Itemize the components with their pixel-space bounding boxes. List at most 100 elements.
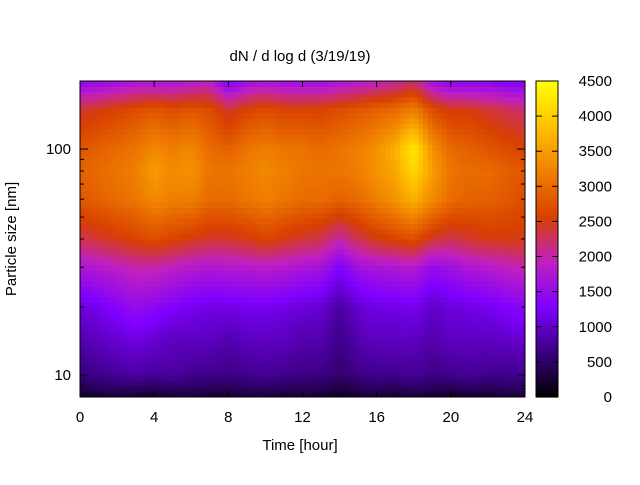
heatmap-cell (98, 233, 104, 240)
heatmap-cell (126, 302, 132, 309)
heatmap-cell (325, 270, 331, 277)
heatmap-cell (395, 386, 401, 393)
heatmap-cell (186, 186, 192, 193)
heatmap-cell (302, 160, 308, 166)
heatmap-cell (423, 354, 429, 361)
heatmap-cell (302, 375, 308, 382)
heatmap-cell (172, 302, 178, 309)
heatmap-cell (446, 286, 452, 293)
heatmap-cell (344, 191, 350, 198)
heatmap-cell (390, 154, 396, 161)
heatmap-cell (455, 391, 461, 397)
heatmap-cell (191, 186, 197, 193)
heatmap-cell (89, 344, 95, 351)
heatmap-cell (413, 333, 419, 340)
heatmap-cell (436, 312, 443, 319)
heatmap-cell (251, 217, 257, 224)
heatmap-cell (219, 202, 225, 208)
heatmap-cell (149, 133, 155, 140)
heatmap-cell (89, 312, 95, 319)
heatmap-cell (436, 365, 443, 372)
heatmap-cell (256, 207, 262, 214)
heatmap-cell (307, 228, 313, 235)
heatmap-cell (242, 312, 248, 319)
heatmap-cell (487, 181, 494, 187)
heatmap-cell (432, 296, 438, 303)
heatmap-cell (200, 138, 206, 145)
heatmap-cell (89, 391, 95, 397)
heatmap-cell (339, 207, 345, 214)
heatmap-cell (376, 123, 382, 129)
heatmap-cell (455, 144, 461, 151)
heatmap-cell (121, 323, 127, 330)
heatmap-cell (98, 307, 104, 314)
heatmap-cell (154, 191, 160, 198)
heatmap-cell (172, 217, 178, 224)
heatmap-cell (483, 239, 489, 245)
heatmap-cell (288, 260, 294, 266)
heatmap-cell (381, 128, 387, 135)
heatmap-cell (381, 191, 387, 198)
heatmap-cell (367, 128, 373, 135)
heatmap-cell (423, 360, 429, 366)
heatmap-cell (395, 244, 401, 251)
heatmap-cell (117, 170, 123, 177)
heatmap-cell (80, 154, 86, 161)
heatmap-cell (232, 386, 239, 393)
heatmap-cell (293, 233, 299, 240)
heatmap-cell (334, 365, 341, 372)
heatmap-cell (98, 154, 104, 161)
heatmap-cell (385, 349, 392, 356)
heatmap-cell (200, 275, 206, 282)
heatmap-cell (149, 365, 155, 372)
heatmap-cell (362, 286, 368, 293)
heatmap-cell (89, 270, 95, 277)
heatmap-cell (107, 270, 114, 277)
heatmap-cell (450, 233, 457, 240)
heatmap-cell (256, 175, 262, 182)
heatmap-cell (474, 160, 480, 166)
heatmap-cell (232, 165, 239, 172)
heatmap-cell (367, 196, 373, 203)
heatmap-cell (330, 165, 336, 172)
heatmap-cell (288, 128, 294, 135)
heatmap-cell (172, 186, 178, 193)
heatmap-cell (339, 349, 345, 356)
heatmap-cell (478, 175, 484, 182)
heatmap-cell (520, 191, 525, 198)
heatmap-cell (158, 160, 165, 166)
heatmap-cell (177, 228, 183, 235)
heatmap-cell (205, 212, 211, 219)
heatmap-cell (293, 391, 299, 397)
heatmap-cell (163, 244, 169, 251)
heatmap-cell (353, 365, 359, 372)
heatmap-cell (492, 123, 498, 129)
heatmap-cell (84, 381, 90, 388)
heatmap-cell (385, 328, 392, 335)
heatmap-cell (497, 123, 503, 129)
heatmap-cell (334, 281, 341, 287)
heatmap-cell (149, 138, 155, 145)
heatmap-cell (460, 133, 466, 140)
heatmap-cell (112, 196, 118, 203)
heatmap-cell (121, 260, 127, 266)
heatmap-cell (168, 138, 174, 145)
heatmap-cell (418, 270, 424, 277)
heatmap-cell (80, 117, 86, 124)
heatmap-cell (288, 144, 294, 151)
heatmap-cell (325, 254, 331, 261)
heatmap-cell (520, 339, 525, 345)
heatmap-cell (103, 202, 109, 208)
heatmap-cell (121, 339, 127, 345)
heatmap-cell (376, 391, 382, 397)
heatmap-cell (316, 375, 322, 382)
heatmap-cell (469, 165, 475, 172)
heatmap-cell (515, 349, 521, 356)
heatmap-cell (274, 381, 280, 388)
heatmap-cell (283, 249, 290, 256)
heatmap-cell (464, 138, 470, 145)
heatmap-cell (219, 375, 225, 382)
heatmap-cell (260, 307, 267, 314)
heatmap-cell (381, 170, 387, 177)
heatmap-cell (237, 260, 243, 266)
